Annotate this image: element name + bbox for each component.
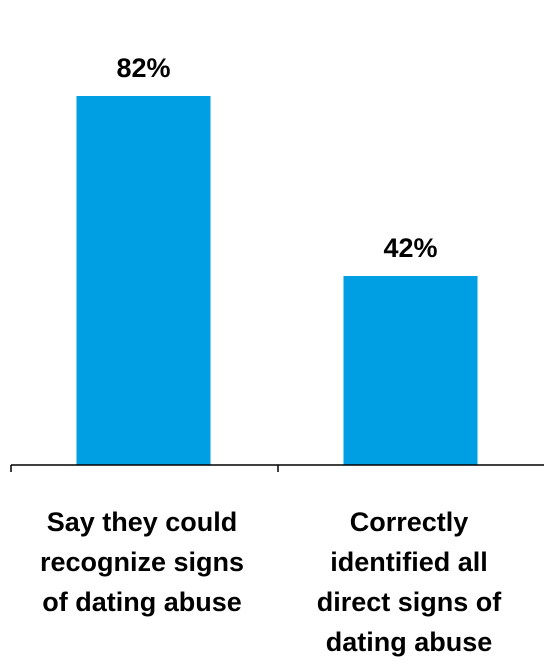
value-labels-group: 82% 42% [116, 53, 437, 263]
bar-1 [343, 276, 478, 465]
x-axis [10, 464, 544, 472]
bar-0 [76, 96, 211, 465]
category-label-line: Say they could [46, 507, 238, 537]
value-label-0: 82% [116, 53, 170, 83]
value-label-1: 42% [383, 233, 437, 263]
category-label-correctly-identified: Correctly identified all direct signs of… [278, 502, 540, 662]
bars-group [76, 96, 478, 465]
category-label-line: Correctly [349, 507, 469, 537]
category-label-line: dating abuse [325, 627, 493, 657]
category-label-line: identified all [330, 547, 488, 577]
category-label-line: of dating abuse [42, 587, 242, 617]
category-label-recognize-signs: Say they could recognize signs of dating… [11, 502, 273, 622]
category-label-line: recognize signs [39, 547, 245, 577]
category-label-line: direct signs of [316, 587, 502, 617]
